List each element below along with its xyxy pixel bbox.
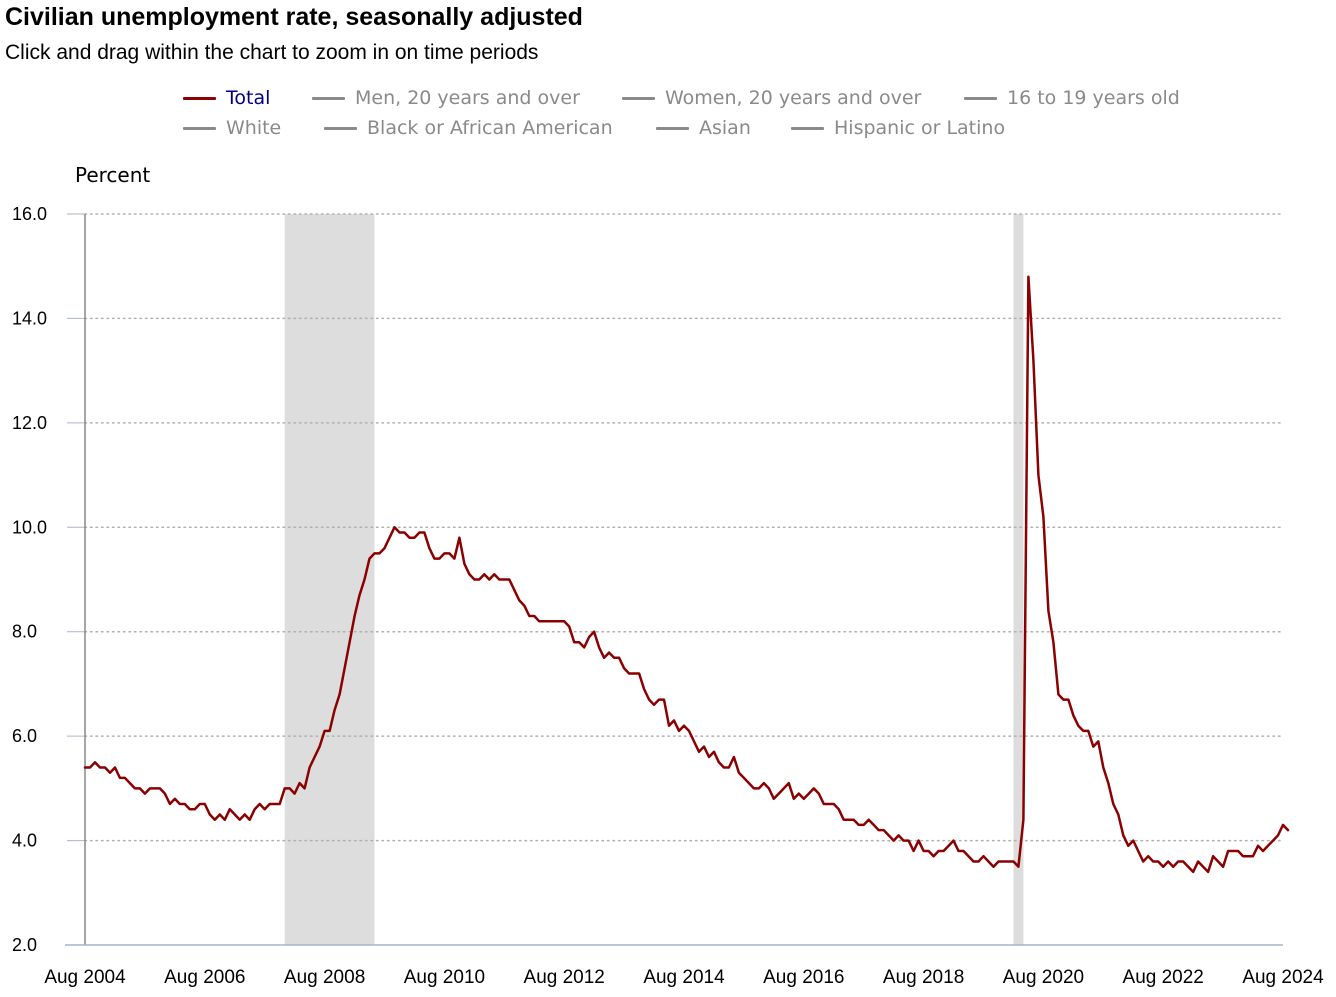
legend-label-men-20-over: Men, 20 years and over [355, 87, 580, 109]
y-tick-label: 6.0 [12, 726, 37, 746]
legend-label-total: Total [226, 87, 271, 109]
legend-item-white[interactable]: White [183, 116, 281, 140]
legend-label-asian: Asian [699, 117, 751, 139]
legend-item-total[interactable]: Total [183, 86, 270, 110]
series-layer [83, 275, 1290, 874]
legend-label-white: White [226, 117, 282, 139]
legend-item-hispanic[interactable]: Hispanic or Latino [791, 116, 1005, 140]
legend-label-women-20-over: Women, 20 years and over [665, 87, 922, 109]
y-tick-label: 12.0 [12, 413, 47, 433]
x-tick-label: Aug 2010 [404, 967, 485, 988]
x-tick-labels: Aug 2004 Aug 2006 Aug 2008 Aug 2010 Aug 2012… [44, 967, 1324, 988]
x-tick-label: Aug 2020 [1003, 967, 1084, 988]
y-tick-label: 8.0 [12, 622, 37, 642]
legend-label-hispanic: Hispanic or Latino [834, 117, 1006, 139]
legend-item-16-to-19[interactable]: 16 to 19 years old [964, 86, 1180, 110]
legend-swatch-hispanic [791, 126, 824, 130]
y-tick-labels: 2.0 4.0 6.0 8.0 10.0 12.0 14.0 16.0 [12, 204, 47, 955]
legend-item-women-20-over[interactable]: Women, 20 years and over [622, 86, 921, 110]
y-tick-label: 14.0 [12, 308, 47, 328]
y-tick-label: 2.0 [12, 935, 37, 955]
recession-band-2 [1013, 214, 1024, 945]
legend-swatch-men-20-over [312, 96, 345, 100]
x-tick-label: Aug 2006 [164, 967, 245, 988]
legend-item-men-20-over[interactable]: Men, 20 years and over [312, 86, 580, 110]
x-tick-label: Aug 2008 [284, 967, 365, 988]
y-axis-label: Percent [75, 163, 151, 187]
y-tick-label: 10.0 [12, 517, 47, 537]
gridlines [67, 213, 1284, 946]
x-tick-label: Aug 2012 [524, 967, 605, 988]
legend-swatch-16-to-19 [964, 96, 997, 100]
legend-item-black[interactable]: Black or African American [324, 116, 613, 140]
x-tick-label: Aug 2018 [883, 967, 964, 988]
chart-legend: Total Men, 20 years and over Women, 20 y… [0, 0, 1336, 150]
legend-swatch-black [324, 126, 357, 130]
x-tick-label: Aug 2016 [763, 967, 844, 988]
legend-swatch-white [183, 126, 216, 130]
legend-item-asian[interactable]: Asian [656, 116, 751, 140]
y-tick-label: 16.0 [12, 204, 47, 224]
legend-swatch-asian [656, 126, 689, 130]
series-line-total[interactable] [83, 275, 1290, 874]
legend-label-black: Black or African American [367, 117, 613, 139]
x-tick-label: Aug 2024 [1242, 967, 1324, 988]
x-tick-label: Aug 2022 [1123, 967, 1204, 988]
chart-subtitle: Click and drag within the chart to zoom … [5, 41, 539, 64]
y-tick-label: 4.0 [12, 831, 37, 851]
chart-title: Civilian unemployment rate, seasonally a… [5, 3, 583, 31]
recession-shading [284, 214, 1024, 945]
legend-swatch-women-20-over [622, 96, 655, 100]
legend-label-16-to-19: 16 to 19 years old [1007, 87, 1180, 109]
x-tick-label: Aug 2004 [44, 967, 126, 988]
recession-band-1 [284, 214, 375, 945]
legend-swatch-total [183, 96, 216, 100]
axes [65, 214, 1283, 946]
x-tick-label: Aug 2014 [643, 967, 725, 988]
